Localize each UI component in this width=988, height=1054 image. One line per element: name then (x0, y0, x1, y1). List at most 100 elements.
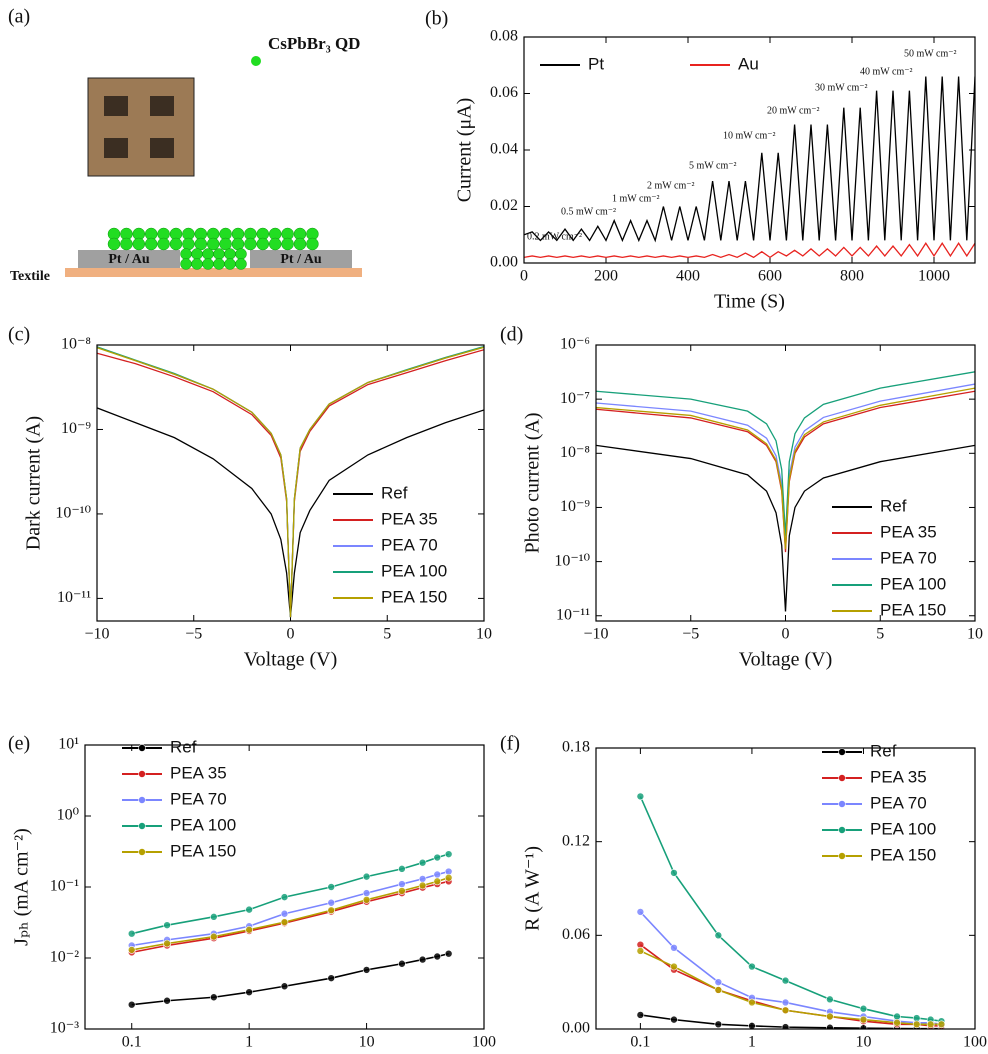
qd-dot (107, 237, 121, 251)
marker (210, 993, 218, 1002)
series-line (596, 383, 975, 546)
marker (670, 962, 678, 971)
y-tick-label: 10⁻¹⁰ (554, 552, 590, 569)
marker (636, 1011, 645, 1019)
legend-label: PEA 150 (870, 845, 936, 864)
y-tick-label: 10⁻¹¹ (556, 606, 590, 623)
x-tick-label: 10 (855, 1034, 871, 1051)
y-tick-label: 0.02 (490, 197, 518, 214)
marker (826, 1023, 834, 1029)
y-tick-label: 0.00 (490, 254, 518, 271)
marker (127, 946, 136, 954)
marker (893, 1018, 901, 1027)
marker (210, 913, 218, 921)
annotation: 1 mW cm⁻² (612, 193, 660, 204)
annotation: 5 mW cm⁻² (689, 160, 737, 171)
textile-photo (87, 77, 195, 177)
x-tick-label: 600 (758, 268, 782, 285)
legend-marker (138, 744, 146, 752)
marker (280, 909, 289, 918)
y-tick-label: 10⁻⁸ (560, 444, 590, 461)
qd-dot (219, 237, 232, 251)
legend-label: PEA 70 (381, 535, 438, 554)
x-axis-label: Time (S) (714, 291, 785, 313)
legend-marker (838, 852, 846, 860)
x-axis-label: Voltage (V) (739, 649, 833, 671)
marker (327, 906, 336, 915)
qd-dot (132, 237, 146, 251)
electrode (78, 250, 180, 268)
y-tick-label: 10⁻⁶ (560, 336, 590, 353)
legend-label: Ref (381, 483, 408, 502)
legend-marker (838, 774, 846, 782)
legend-marker (838, 826, 846, 834)
x-tick-label: 100 (963, 1034, 987, 1051)
x-tick-label: 10 (359, 1034, 375, 1051)
y-tick-label: 0.12 (562, 832, 590, 849)
x-tick-label: −5 (185, 626, 202, 643)
annotation: 50 mW cm⁻² (904, 48, 957, 59)
marker (327, 898, 336, 907)
electrode (250, 250, 352, 268)
marker (826, 995, 834, 1004)
marker (362, 896, 371, 904)
qd-dot (293, 237, 307, 251)
marker (714, 978, 723, 986)
legend-label: PEA 100 (381, 561, 447, 580)
legend-label: Ref (870, 741, 897, 760)
y-axis-label: Dark current (A) (23, 416, 45, 550)
legend-label: PEA 35 (870, 767, 927, 786)
electrode-label: Pt / Au (280, 252, 321, 267)
x-tick-label: 10 (476, 626, 492, 643)
qd-dot (120, 237, 133, 251)
qd-dot (144, 237, 158, 251)
x-tick-label: −10 (84, 626, 109, 643)
legend-marker (838, 748, 846, 756)
plot-frame (84, 744, 485, 1030)
marker (781, 1023, 790, 1029)
qd-dot (191, 248, 203, 260)
marker (163, 921, 171, 929)
x-tick-label: 0.1 (630, 1034, 650, 1051)
series-line (596, 371, 975, 536)
x-tick-label: 1 (748, 1034, 756, 1051)
series-line (596, 390, 975, 553)
legend-label: Pt (588, 54, 604, 73)
marker (362, 872, 371, 881)
y-tick-label: 10⁻¹⁰ (55, 505, 91, 522)
marker (418, 858, 427, 867)
x-tick-label: 0 (782, 626, 790, 643)
annotation: 0.5 mW cm⁻² (561, 206, 616, 217)
plot-frame (96, 344, 485, 622)
legend-label: PEA 150 (170, 841, 236, 860)
marker (398, 887, 406, 895)
x-tick-label: 10 (967, 626, 983, 643)
x-tick-label: 0 (287, 626, 295, 643)
panel-a: (a) CsPbBr₃ QD Pt / Au Pt / Au Textile (8, 6, 362, 284)
marker (245, 905, 253, 914)
marker (826, 1012, 834, 1021)
y-tick-label: 10¹ (58, 736, 79, 753)
legend-label: PEA 150 (880, 600, 946, 619)
legend-label: PEA 35 (170, 763, 227, 782)
x-tick-label: 5 (876, 626, 884, 643)
qd-dot (206, 237, 220, 251)
legend-label: PEA 100 (170, 815, 236, 834)
x-tick-label: 1000 (918, 268, 950, 285)
substrate (65, 268, 362, 277)
x-tick-label: 800 (840, 268, 864, 285)
y-tick-label: 10⁻⁹ (560, 498, 590, 515)
legend-label: PEA 70 (880, 548, 937, 567)
electrode-label: Pt / Au (108, 252, 149, 267)
qd-dot (213, 258, 225, 270)
marker (636, 792, 645, 801)
marker (398, 865, 406, 873)
y-tick-label: 0.06 (490, 84, 518, 101)
x-axis-label: Voltage (V) (244, 649, 338, 671)
y-tick-label: 10⁻⁹ (61, 420, 91, 437)
legend-marker (138, 848, 146, 856)
marker (127, 929, 136, 938)
marker (444, 873, 453, 882)
qd-dot (235, 248, 247, 260)
marker (433, 952, 442, 961)
